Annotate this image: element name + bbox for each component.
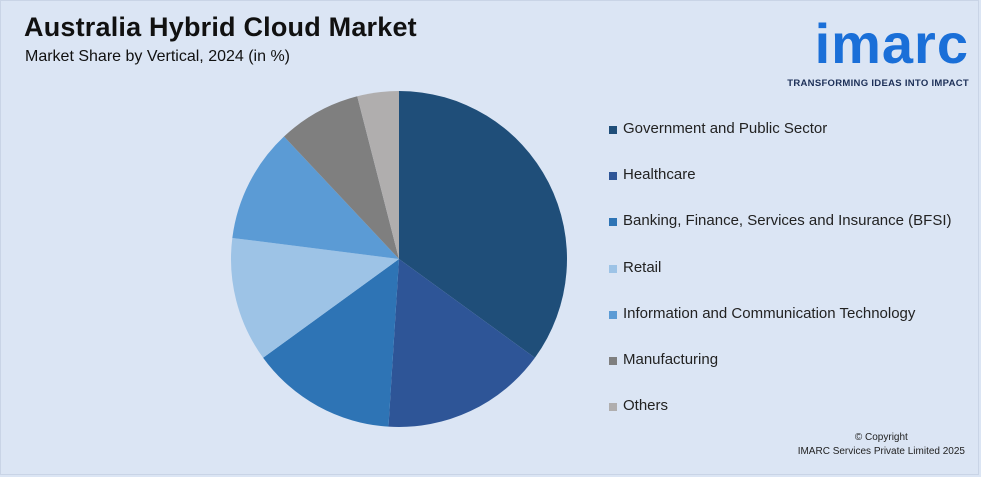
pie-slice-6 [357,91,399,259]
legend-label: Information and Communication Technology [623,304,916,322]
legend-item-6: Others [609,397,952,443]
legend-swatch [609,264,617,273]
legend-label: Government and Public Sector [623,120,828,137]
pie-slice-4 [232,136,399,259]
pie-slice-1 [388,259,535,428]
legend-label: Manufacturing [623,350,719,368]
pie-slice-0 [399,91,567,358]
legend-item-0: Government and Public Sector [609,120,952,166]
legend-label: Healthcare [623,166,696,184]
legend-swatch [609,356,617,365]
chart-subtitle: Market Share by Vertical, 2024 (in %) [25,48,291,65]
logo-wordmark: imarc [814,12,969,75]
pie-slice-3 [231,237,399,358]
legend-swatch [609,310,617,319]
legend-swatch [609,126,617,134]
legend-label: Others [623,397,669,415]
pie-slice-5 [283,96,399,259]
legend-label: Retail [623,258,662,276]
legend-swatch [609,403,617,412]
legend-swatch [609,218,617,227]
legend-item-1: Healthcare [609,166,952,212]
legend-item-3: Retail [609,259,952,305]
copyright-notice: © Copyright IMARC Services Private Limit… [798,431,965,459]
legend-item-5: Manufacturing [609,351,952,397]
pie-slice-2 [263,259,399,427]
copyright-line-2: IMARC Services Private Limited 2025 [797,446,965,457]
imarc-logo: imarc TRANSFORMING IDEAS INTO IMPACT [779,12,969,92]
legend-item-2: Banking, Finance, Services and Insurance… [609,212,952,258]
logo-tagline: TRANSFORMING IDEAS INTO IMPACT [787,78,969,89]
chart-title: Australia Hybrid Cloud Market [24,12,417,42]
pie-chart [231,91,567,428]
copyright-line-1: © Copyright [854,432,908,443]
legend-swatch [609,172,617,181]
legend-item-4: Information and Communication Technology [609,305,952,351]
chart-legend: Government and Public Sector Healthcare Ba… [609,120,952,443]
legend-label: Banking, Finance, Services and Insurance… [623,212,952,230]
